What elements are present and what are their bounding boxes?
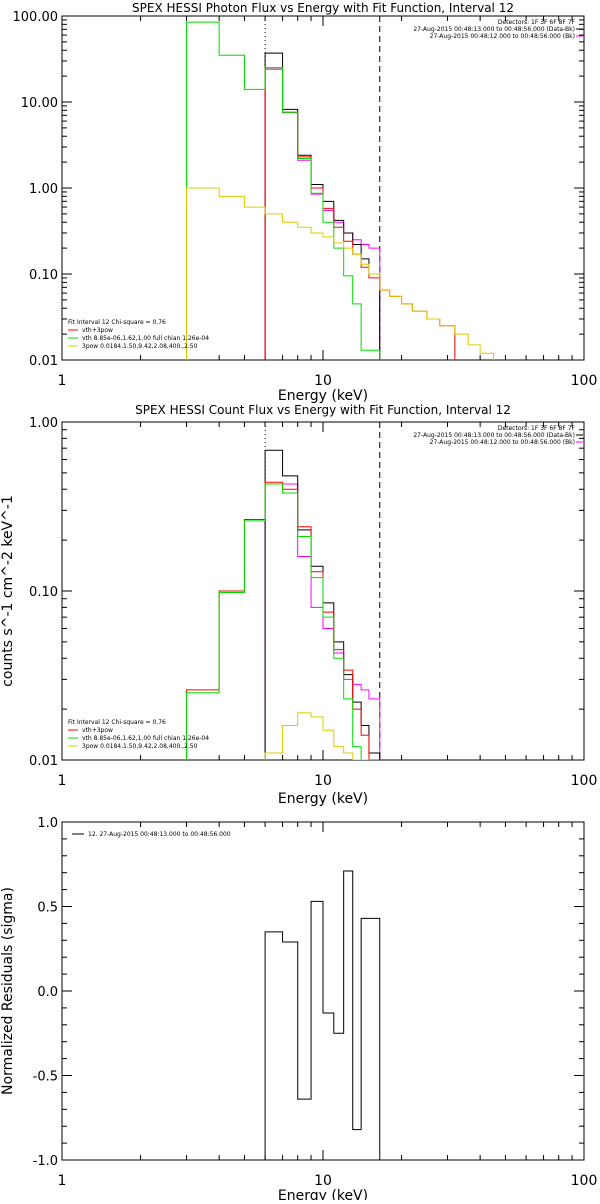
x-tick-label: 100 [571, 773, 598, 789]
x-tick-label: 10 [314, 373, 332, 389]
legend-label: 12. 27-Aug-2015 00:48:13.000 to 00:48:56… [88, 831, 231, 838]
series-line-2-0 [264, 870, 381, 1160]
chart-title-1: SPEX HESSI Count Flux vs Energy with Fit… [135, 403, 511, 417]
y-tick-label: 0.5 [37, 901, 58, 916]
y-tick-label: -1.0 [33, 1154, 58, 1169]
x-axis-label-0: Energy (keV) [278, 388, 368, 404]
series-line-1-4 [264, 712, 369, 760]
legend-label: 3pow 0.0184,1.50,9.42,2.08,400.,2.50 [82, 743, 198, 750]
legend-label: 3pow 0.0184,1.50,9.42,2.08,400.,2.50 [82, 343, 198, 350]
y-tick-label: 0.10 [29, 268, 58, 283]
legend-label: vth 8.85e-06,1.62,1.00 full chian 1.26e-… [82, 335, 209, 342]
y-tick-label: 0.10 [29, 585, 58, 600]
x-tick-label: 1 [58, 1173, 67, 1189]
x-tick-label: 10 [314, 773, 332, 789]
info-line: Detectors: 1F 3F 6F 8F 7F [498, 425, 576, 432]
legend-label: vth 8.85e-06,1.62,1.00 full chian 1.26e-… [82, 735, 209, 742]
y-tick-label: 1.00 [29, 416, 58, 431]
info-line: 27-Aug-2015 00:48:13.000 to 00:48:56.000… [413, 26, 575, 33]
info-line: 27-Aug-2015 00:48:12.000 to 00:48:56.000… [430, 439, 575, 446]
y-tick-label: 0.0 [37, 985, 58, 1000]
x-axis-label-1: Energy (keV) [278, 791, 368, 807]
legend-label: Fit Interval 12 Chi-square = 0.76 [68, 319, 166, 326]
y-tick-label: 1.0 [37, 816, 58, 831]
y-tick-label: 100.00 [13, 10, 59, 25]
legend-label: vth+3pow [82, 327, 113, 334]
y-axis-label-1: counts s^-1 cm^-2 keV^-1 [0, 495, 16, 687]
x-axis-label-2: Energy (keV) [278, 1188, 368, 1200]
x-tick-label: 10 [314, 1173, 332, 1189]
series-line-0-4 [186, 187, 494, 360]
legend-label: Fit Interval 12 Chi-square = 0.76 [68, 719, 166, 726]
y-axis-label-2: Normalized Residuals (sigma) [0, 887, 16, 1095]
y-tick-label: 1.00 [29, 182, 58, 197]
series-line-1-0 [264, 483, 381, 760]
series-line-0-3 [186, 21, 381, 360]
x-tick-label: 1 [58, 373, 67, 389]
info-line: Detectors: 1F 3F 6F 8F 7F [498, 19, 576, 26]
series-line-1-1 [264, 449, 381, 760]
info-line: 27-Aug-2015 00:48:12.000 to 00:48:56.000… [430, 33, 575, 40]
x-tick-label: 1 [58, 773, 67, 789]
y-tick-label: 0.01 [29, 354, 58, 369]
info-line: 27-Aug-2015 00:48:13.000 to 00:48:56.000… [413, 432, 575, 439]
series-line-1-2 [186, 481, 380, 760]
legend-label: vth+3pow [82, 727, 113, 734]
x-tick-label: 100 [571, 1173, 598, 1189]
y-tick-label: -0.5 [33, 1070, 58, 1085]
chart-title-0: SPEX HESSI Photon Flux vs Energy with Fi… [132, 1, 514, 15]
y-tick-label: 0.01 [29, 754, 58, 769]
y-tick-label: 10.00 [21, 96, 58, 111]
x-tick-label: 100 [571, 373, 598, 389]
series-line-1-3 [186, 483, 369, 760]
